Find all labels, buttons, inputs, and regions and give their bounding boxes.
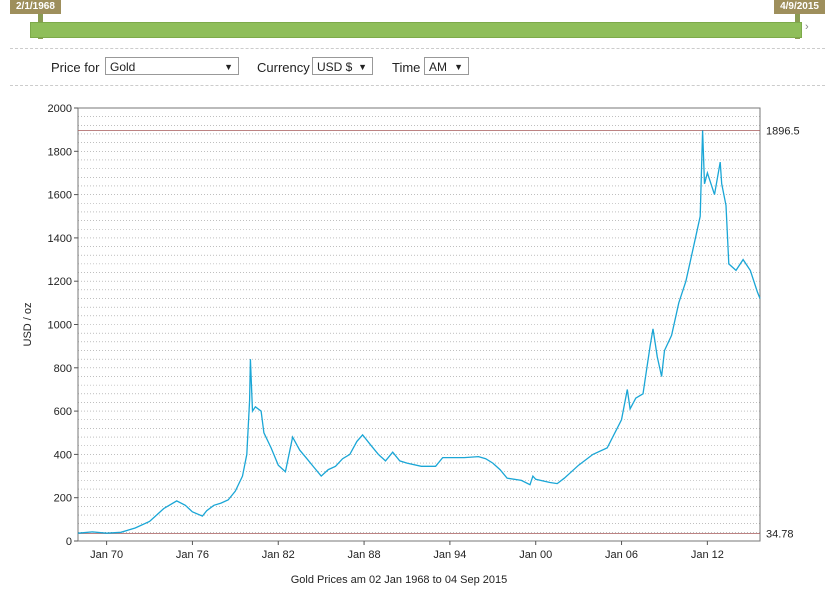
y-axis-title: USD / oz (22, 302, 34, 346)
y-tick-label: 1600 (48, 190, 72, 202)
divider (10, 48, 825, 49)
y-tick-label: 1400 (48, 233, 72, 245)
currency-select[interactable]: USD $ ▼ (312, 57, 373, 75)
y-tick-label: 600 (54, 406, 72, 418)
y-tick-label: 200 (54, 493, 72, 505)
time-label: Time (392, 60, 421, 75)
range-start-flag[interactable]: 2/1/1968 (10, 0, 61, 14)
reference-lines: 1896.5 34.78 (78, 125, 800, 540)
y-tick-label: 2000 (48, 103, 72, 115)
x-axis-ticks: Jan 70 Jan 76 Jan 82 Jan 88 Jan 94 Jan 00 Jan … (90, 541, 724, 561)
chart-grid (78, 116, 760, 533)
x-axis-title: Gold Prices am 02 Jan 1968 to 04 Sep 201… (291, 574, 507, 586)
x-tick-label: Jan 70 (90, 549, 123, 561)
scroll-right-arrow-icon[interactable]: › (805, 21, 809, 33)
y-tick-label: 800 (54, 363, 72, 375)
chevron-down-icon: ▼ (224, 62, 233, 72)
gold-price-chart: 1896.5 34.78 0 200 400 600 800 1000 1200 1400 160… (22, 103, 800, 586)
y-axis-ticks: 0 200 400 600 800 1000 1200 1400 1600 1800 2000 (48, 103, 78, 548)
y-tick-label: 400 (54, 449, 72, 461)
x-tick-label: Jan 82 (262, 549, 295, 561)
gold-price-line (77, 130, 761, 534)
x-tick-label: Jan 06 (605, 549, 638, 561)
y-tick-label: 1800 (48, 146, 72, 158)
divider (10, 85, 825, 86)
date-range-slider[interactable]: 2/1/1968 4/9/2015 ‹ › (10, 0, 825, 48)
chevron-down-icon: ▼ (454, 62, 463, 72)
x-tick-label: Jan 76 (176, 549, 209, 561)
currency-select-value: USD $ (317, 60, 353, 74)
reference-line-label: 34.78 (766, 528, 794, 540)
reference-line-label: 1896.5 (766, 125, 800, 137)
metal-select-value: Gold (110, 60, 136, 74)
chevron-down-icon: ▼ (358, 62, 367, 72)
y-tick-label: 0 (66, 536, 72, 548)
x-tick-label: Jan 12 (691, 549, 724, 561)
currency-label: Currency (257, 60, 310, 75)
x-tick-label: Jan 88 (348, 549, 381, 561)
price-for-label: Price for (51, 60, 100, 75)
x-tick-label: Jan 94 (433, 549, 466, 561)
range-end-flag[interactable]: 4/9/2015 (774, 0, 825, 14)
y-tick-label: 1200 (48, 276, 72, 288)
time-select[interactable]: AM ▼ (424, 57, 469, 75)
x-tick-label: Jan 00 (519, 549, 552, 561)
time-select-value: AM (429, 60, 447, 74)
y-tick-label: 1000 (48, 320, 72, 332)
metal-select[interactable]: Gold ▼ (105, 57, 239, 75)
range-selection-track[interactable] (30, 22, 802, 38)
